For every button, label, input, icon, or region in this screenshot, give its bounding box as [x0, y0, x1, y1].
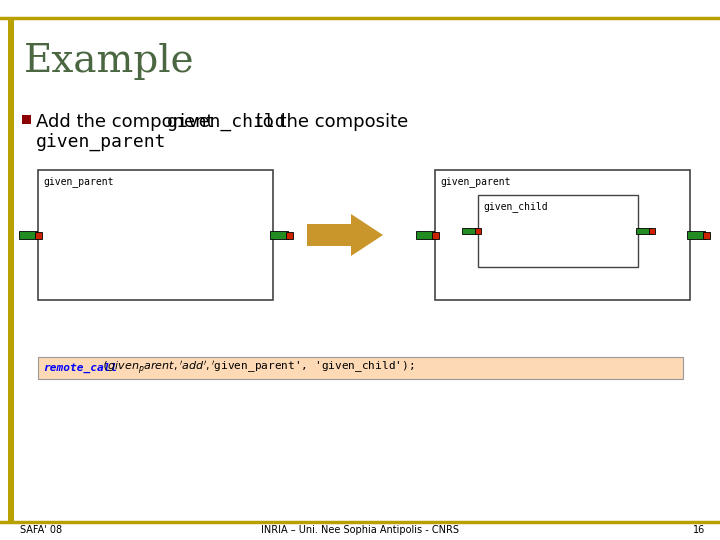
- Bar: [38, 170, 273, 300]
- Text: ($given_parent, 'add', '$given_parent', 'given_child');: ($given_parent, 'add', '$given_parent', …: [101, 359, 414, 377]
- Bar: [286, 232, 293, 239]
- Text: 16: 16: [693, 525, 705, 535]
- Text: given_child: given_child: [483, 201, 548, 212]
- Text: given_parent: given_parent: [36, 133, 166, 151]
- Bar: [475, 228, 481, 234]
- Bar: [687, 231, 705, 239]
- Bar: [478, 195, 638, 267]
- Text: remote_call: remote_call: [43, 363, 117, 373]
- Bar: [38, 357, 683, 379]
- Text: SAFA' 08: SAFA' 08: [20, 525, 62, 535]
- Bar: [462, 228, 477, 234]
- Text: given_parent: given_parent: [43, 176, 114, 187]
- Bar: [35, 232, 42, 239]
- Text: given_parent: given_parent: [440, 176, 510, 187]
- Bar: [270, 231, 288, 239]
- Bar: [636, 228, 651, 234]
- Bar: [22, 115, 31, 124]
- Bar: [19, 231, 37, 239]
- Text: Add the component: Add the component: [36, 113, 220, 131]
- Bar: [649, 228, 655, 234]
- Bar: [416, 231, 434, 239]
- Text: Example: Example: [24, 44, 194, 80]
- Text: given_child: given_child: [167, 113, 287, 131]
- Text: INRIA – Uni. Nee Sophia Antipolis - CNRS: INRIA – Uni. Nee Sophia Antipolis - CNRS: [261, 525, 459, 535]
- Bar: [8, 18, 14, 522]
- FancyArrow shape: [307, 214, 383, 256]
- Bar: [703, 232, 710, 239]
- Bar: [435, 170, 690, 300]
- Bar: [432, 232, 439, 239]
- Text: to the composite: to the composite: [250, 113, 408, 131]
